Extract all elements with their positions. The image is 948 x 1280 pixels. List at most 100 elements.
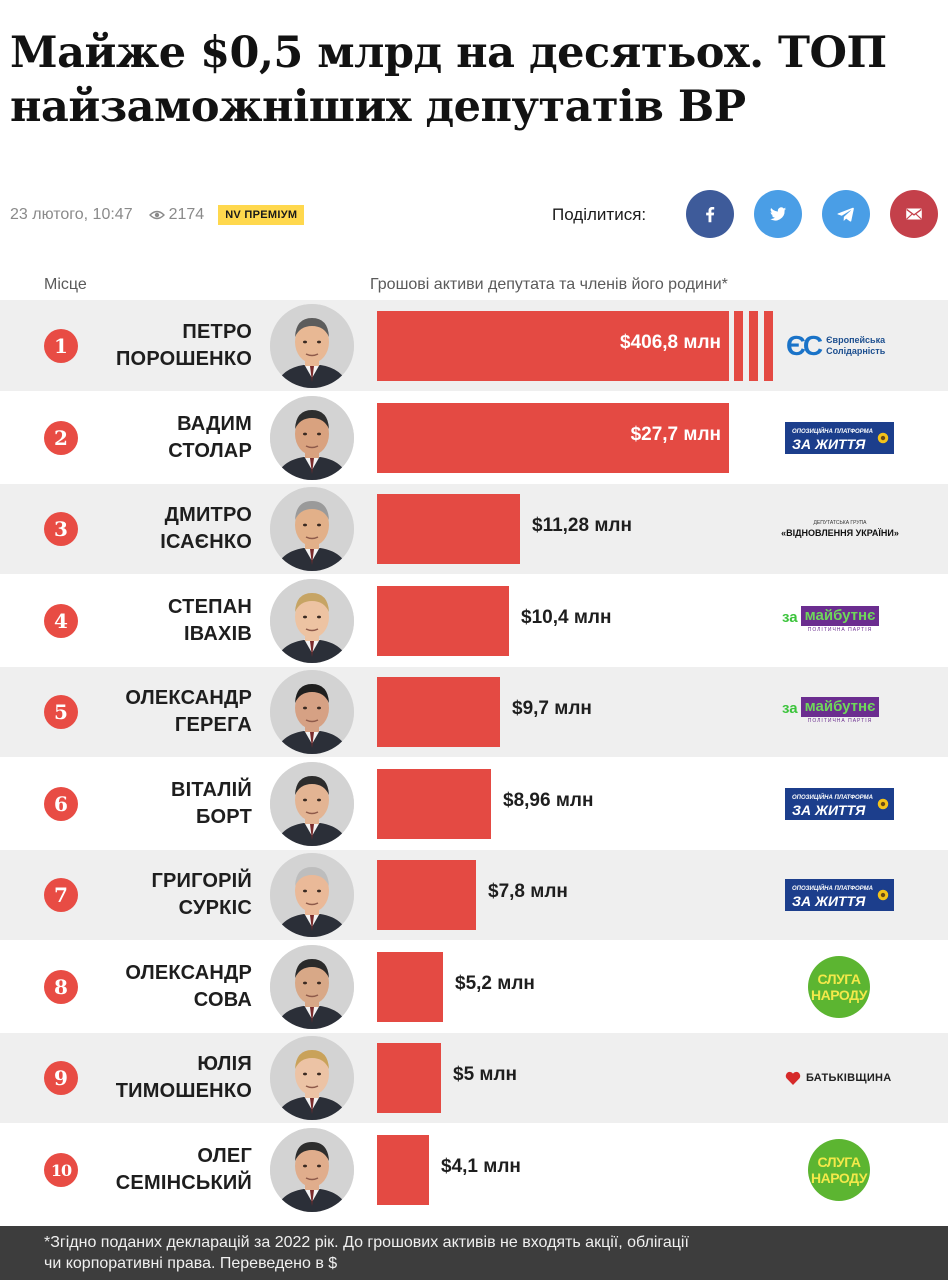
party-logo-bat: БАТЬКІВЩИНА xyxy=(784,1068,900,1088)
zm-za: за xyxy=(782,609,798,626)
portrait-icon xyxy=(270,396,354,480)
opzzh-line-2: ЗА ЖИТТЯ xyxy=(792,801,866,818)
deputy-name: ВАДИМ СТОЛАР xyxy=(168,411,252,465)
deputy-first-name: ОЛЕКСАНДР xyxy=(125,962,252,984)
party-logo-es: ЄС Європейська Солідарність xyxy=(786,330,906,362)
rank-badge: 7 xyxy=(44,878,78,912)
share-twitter-button[interactable] xyxy=(754,190,802,238)
share-facebook-button[interactable] xyxy=(686,190,734,238)
zm-sub: ПОЛІТИЧНА ПАРТІЯ xyxy=(807,718,873,724)
deputy-last-name: ТИМОШЕНКО xyxy=(115,1080,252,1102)
deputy-first-name: ЮЛІЯ xyxy=(197,1053,252,1075)
deputy-last-name: СЕМІНСЬКИЙ xyxy=(115,1172,252,1194)
party-logo-zm: за майбутнє ПОЛІТИЧНА ПАРТІЯ xyxy=(782,697,900,727)
deputy-first-name: ДМИТРО xyxy=(164,504,252,526)
value-label: $8,96 млн xyxy=(503,790,594,811)
view-count: 2174 xyxy=(148,206,204,224)
portrait-icon xyxy=(270,762,354,846)
value-bar xyxy=(377,494,520,564)
bat-name: БАТЬКІВЩИНА xyxy=(806,1072,892,1084)
rank-badge: 9 xyxy=(44,1061,78,1095)
deputy-name: ГРИГОРІЙ СУРКІС xyxy=(151,868,252,922)
portrait-icon xyxy=(270,1036,354,1120)
deputy-last-name: ІСАЄНКО xyxy=(160,531,252,553)
value-label: $5,2 млн xyxy=(455,973,535,994)
deputy-name: ОЛЕКСАНДР СОВА xyxy=(125,960,252,1014)
eye-icon xyxy=(148,210,165,220)
telegram-icon xyxy=(837,207,854,222)
deputy-name: ПЕТРО ПОРОШЕНКО xyxy=(116,319,252,373)
sn-line-1: СЛУГА xyxy=(817,1154,861,1170)
headline-line-1: Майже $0,5 млрд на десятьох. ТОП xyxy=(10,28,887,78)
deputy-first-name: ПЕТРО xyxy=(182,321,252,343)
portrait-icon xyxy=(270,670,354,754)
facebook-icon xyxy=(706,206,715,223)
deputy-name: ОЛЕГ СЕМІНСЬКИЙ xyxy=(116,1143,252,1197)
deputy-name: ОЛЕКСАНДР ГЕРЕГА xyxy=(125,685,252,739)
deputy-name: СТЕПАН ІВАХІВ xyxy=(168,594,252,648)
row-separator xyxy=(0,482,948,484)
zm-main: майбутнє xyxy=(800,606,880,626)
party-logo-opzzh: ОПОЗИЦІЙНА ПЛАТФОРМА ЗА ЖИТТЯ xyxy=(785,422,894,454)
rank-badge: 10 xyxy=(44,1153,78,1187)
vu-small: ДЕПУТАТСЬКА ГРУПА xyxy=(813,519,867,526)
footnote: *Згідно поданих декларацій за 2022 рік. … xyxy=(0,1226,948,1280)
rank-badge: 8 xyxy=(44,970,78,1004)
deputy-first-name: ОЛЕГ xyxy=(197,1145,252,1167)
share-telegram-button[interactable] xyxy=(822,190,870,238)
headline-line-2: найзаможніших депутатів ВР xyxy=(10,82,746,132)
deputy-name: ВІТАЛІЙ БОРТ xyxy=(171,777,252,831)
value-label: $4,1 млн xyxy=(441,1156,521,1177)
value-label: $9,7 млн xyxy=(512,698,592,719)
zm-main: майбутнє xyxy=(800,697,880,717)
share-mail-button[interactable] xyxy=(890,190,938,238)
value-bar xyxy=(377,677,500,747)
deputy-avatar xyxy=(270,670,354,754)
rank-badge: 3 xyxy=(44,512,78,546)
twitter-icon xyxy=(770,207,787,221)
premium-badge[interactable]: NV ПРЕМІУМ xyxy=(218,205,305,225)
opzzh-line-1: ОПОЗИЦІЙНА ПЛАТФОРМА xyxy=(792,428,873,435)
rank-badge: 5 xyxy=(44,695,78,729)
row-separator xyxy=(0,848,948,850)
bar-break-segment xyxy=(749,311,758,381)
deputy-name: ДМИТРО ІСАЄНКО xyxy=(160,502,252,556)
opzzh-line-2: ЗА ЖИТТЯ xyxy=(792,892,866,909)
column-header-place: Місце xyxy=(44,276,87,293)
sunflower-icon xyxy=(877,798,889,810)
vu-main: «ВІДНОВЛЕННЯ УКРАЇНИ» xyxy=(781,527,899,538)
deputy-first-name: СТЕПАН xyxy=(168,596,252,618)
value-bar xyxy=(377,586,509,656)
deputy-avatar xyxy=(270,396,354,480)
portrait-icon xyxy=(270,487,354,571)
column-header-assets: Грошові активи депутата та членів його р… xyxy=(370,276,728,293)
value-bar xyxy=(377,769,491,839)
deputy-name: ЮЛІЯ ТИМОШЕНКО xyxy=(116,1051,252,1105)
rank-badge: 4 xyxy=(44,604,78,638)
es-line-1: Європейська xyxy=(826,335,886,345)
opzzh-line-2: ЗА ЖИТТЯ xyxy=(792,435,866,452)
portrait-icon xyxy=(270,304,354,388)
party-logo-sn: СЛУГА НАРОДУ xyxy=(808,956,870,1018)
deputy-last-name: СУРКІС xyxy=(178,897,252,919)
portrait-icon xyxy=(270,945,354,1029)
party-logo-sn: СЛУГА НАРОДУ xyxy=(808,1139,870,1201)
sunflower-icon xyxy=(877,889,889,901)
es-line-2: Солідарність xyxy=(826,346,886,356)
deputy-last-name: БОРТ xyxy=(195,806,252,828)
deputy-avatar xyxy=(270,945,354,1029)
deputy-avatar xyxy=(270,853,354,937)
row-separator xyxy=(0,1123,948,1125)
value-bar xyxy=(377,1135,429,1205)
row-separator xyxy=(0,665,948,667)
bar-break-segment xyxy=(734,311,743,381)
deputy-first-name: ОЛЕКСАНДР xyxy=(125,687,252,709)
row-separator xyxy=(0,574,948,576)
value-label: $11,28 млн xyxy=(532,515,632,536)
sn-line-2: НАРОДУ xyxy=(811,987,867,1003)
row-separator xyxy=(0,757,948,759)
rank-badge: 2 xyxy=(44,421,78,455)
row-separator xyxy=(0,391,948,393)
party-logo-vu: ДЕПУТАТСЬКА ГРУПА «ВІДНОВЛЕННЯ УКРАЇНИ» xyxy=(772,517,908,541)
value-bar xyxy=(377,1043,441,1113)
